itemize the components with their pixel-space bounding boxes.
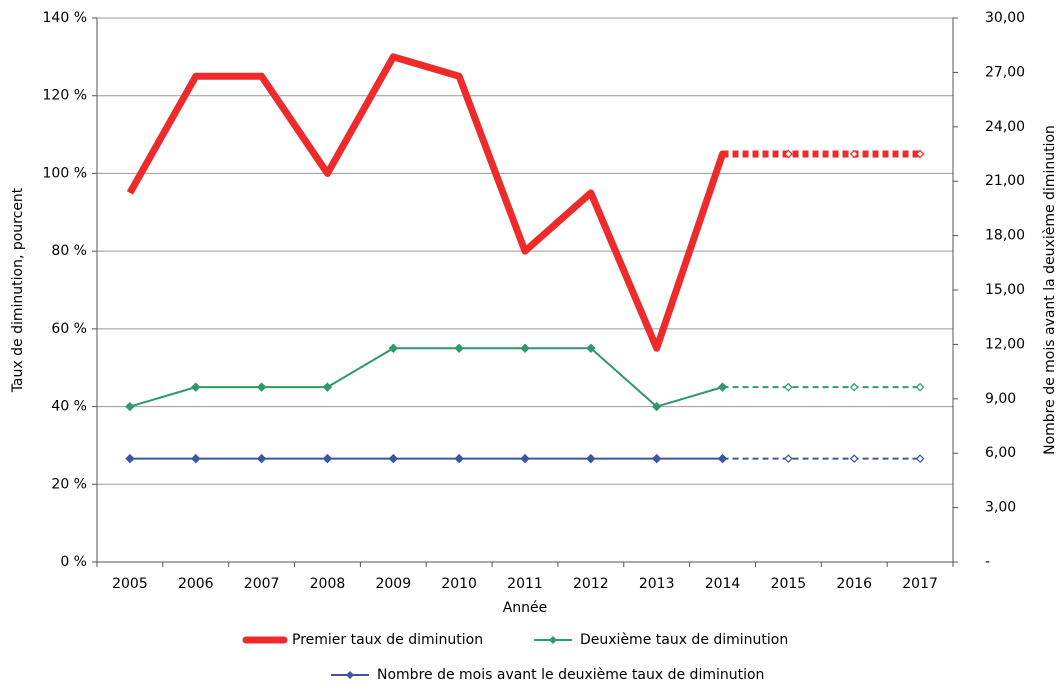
point <box>915 382 925 392</box>
y2-tick-label: 30,00 <box>985 10 1025 26</box>
point <box>717 382 728 392</box>
y-tick-label: 140 % <box>43 10 87 26</box>
x-tick-label: 2016 <box>836 576 872 592</box>
point <box>520 343 530 353</box>
point <box>849 454 859 463</box>
point <box>849 149 859 159</box>
point <box>125 401 135 412</box>
point <box>784 382 793 392</box>
point <box>191 382 201 392</box>
x-tick-label: 2015 <box>771 576 807 592</box>
x-tick-label: 2013 <box>639 576 675 592</box>
x-tick-label: 2007 <box>244 576 280 592</box>
x-tick-label: 2008 <box>310 576 346 592</box>
legend-marker <box>549 636 557 644</box>
x-axis-label: Année <box>503 600 548 616</box>
x-tick-label: 2017 <box>902 576 938 592</box>
legend-marker <box>346 671 354 679</box>
point <box>256 453 267 464</box>
y2-tick-label: - <box>985 554 990 570</box>
point <box>915 149 925 159</box>
point <box>717 453 728 464</box>
legend-label: Premier taux de diminution <box>292 632 483 648</box>
point <box>586 343 596 353</box>
y-tick-label: 100 % <box>43 165 87 181</box>
y2-tick-label: 15,00 <box>985 282 1025 298</box>
point <box>651 401 662 412</box>
x-tick-label: 2010 <box>441 576 477 592</box>
y2-tick-label: 24,00 <box>985 119 1025 135</box>
y2-tick-label: 12,00 <box>985 336 1025 352</box>
point <box>520 453 530 464</box>
y2-tick-label: 21,00 <box>985 173 1025 189</box>
point <box>915 454 925 463</box>
point <box>191 453 201 464</box>
y-tick-label: 80 % <box>51 243 87 259</box>
legend-label: Deuxième taux de diminution <box>580 632 788 648</box>
x-tick-label: 2005 <box>112 576 148 592</box>
y2-tick-label: 6,00 <box>985 445 1016 461</box>
y-tick-label: 20 % <box>51 476 87 492</box>
point <box>651 453 662 464</box>
point <box>388 453 399 464</box>
y-tick-label: 40 % <box>51 399 87 415</box>
y2-tick-label: 27,00 <box>985 64 1025 80</box>
point <box>256 382 267 392</box>
point <box>586 453 596 464</box>
point <box>388 343 399 353</box>
y-tick-label: 60 % <box>51 321 87 337</box>
point <box>322 453 333 464</box>
point <box>784 149 793 159</box>
legend-label: Nombre de mois avant le deuxième taux de… <box>377 667 764 683</box>
point <box>454 343 464 353</box>
series-line <box>126 53 921 352</box>
point <box>784 454 793 463</box>
x-tick-label: 2012 <box>573 576 609 592</box>
x-tick-label: 2014 <box>705 576 741 592</box>
point <box>849 382 859 392</box>
y2-axis-label: Nombre de mois avant la deuxième diminut… <box>1042 125 1058 455</box>
x-tick-label: 2011 <box>507 576 543 592</box>
y2-tick-label: 18,00 <box>985 228 1025 244</box>
point <box>125 453 135 464</box>
y-axis-label: Taux de diminution, pourcent <box>10 187 26 393</box>
y2-tick-label: 3,00 <box>985 500 1016 516</box>
point <box>322 382 333 392</box>
y-tick-label: 0 % <box>60 554 87 570</box>
x-tick-label: 2009 <box>375 576 411 592</box>
y2-tick-label: 9,00 <box>985 391 1016 407</box>
x-tick-label: 2006 <box>178 576 214 592</box>
series-line <box>129 347 921 408</box>
y-tick-label: 120 % <box>43 88 87 104</box>
point <box>454 453 464 464</box>
